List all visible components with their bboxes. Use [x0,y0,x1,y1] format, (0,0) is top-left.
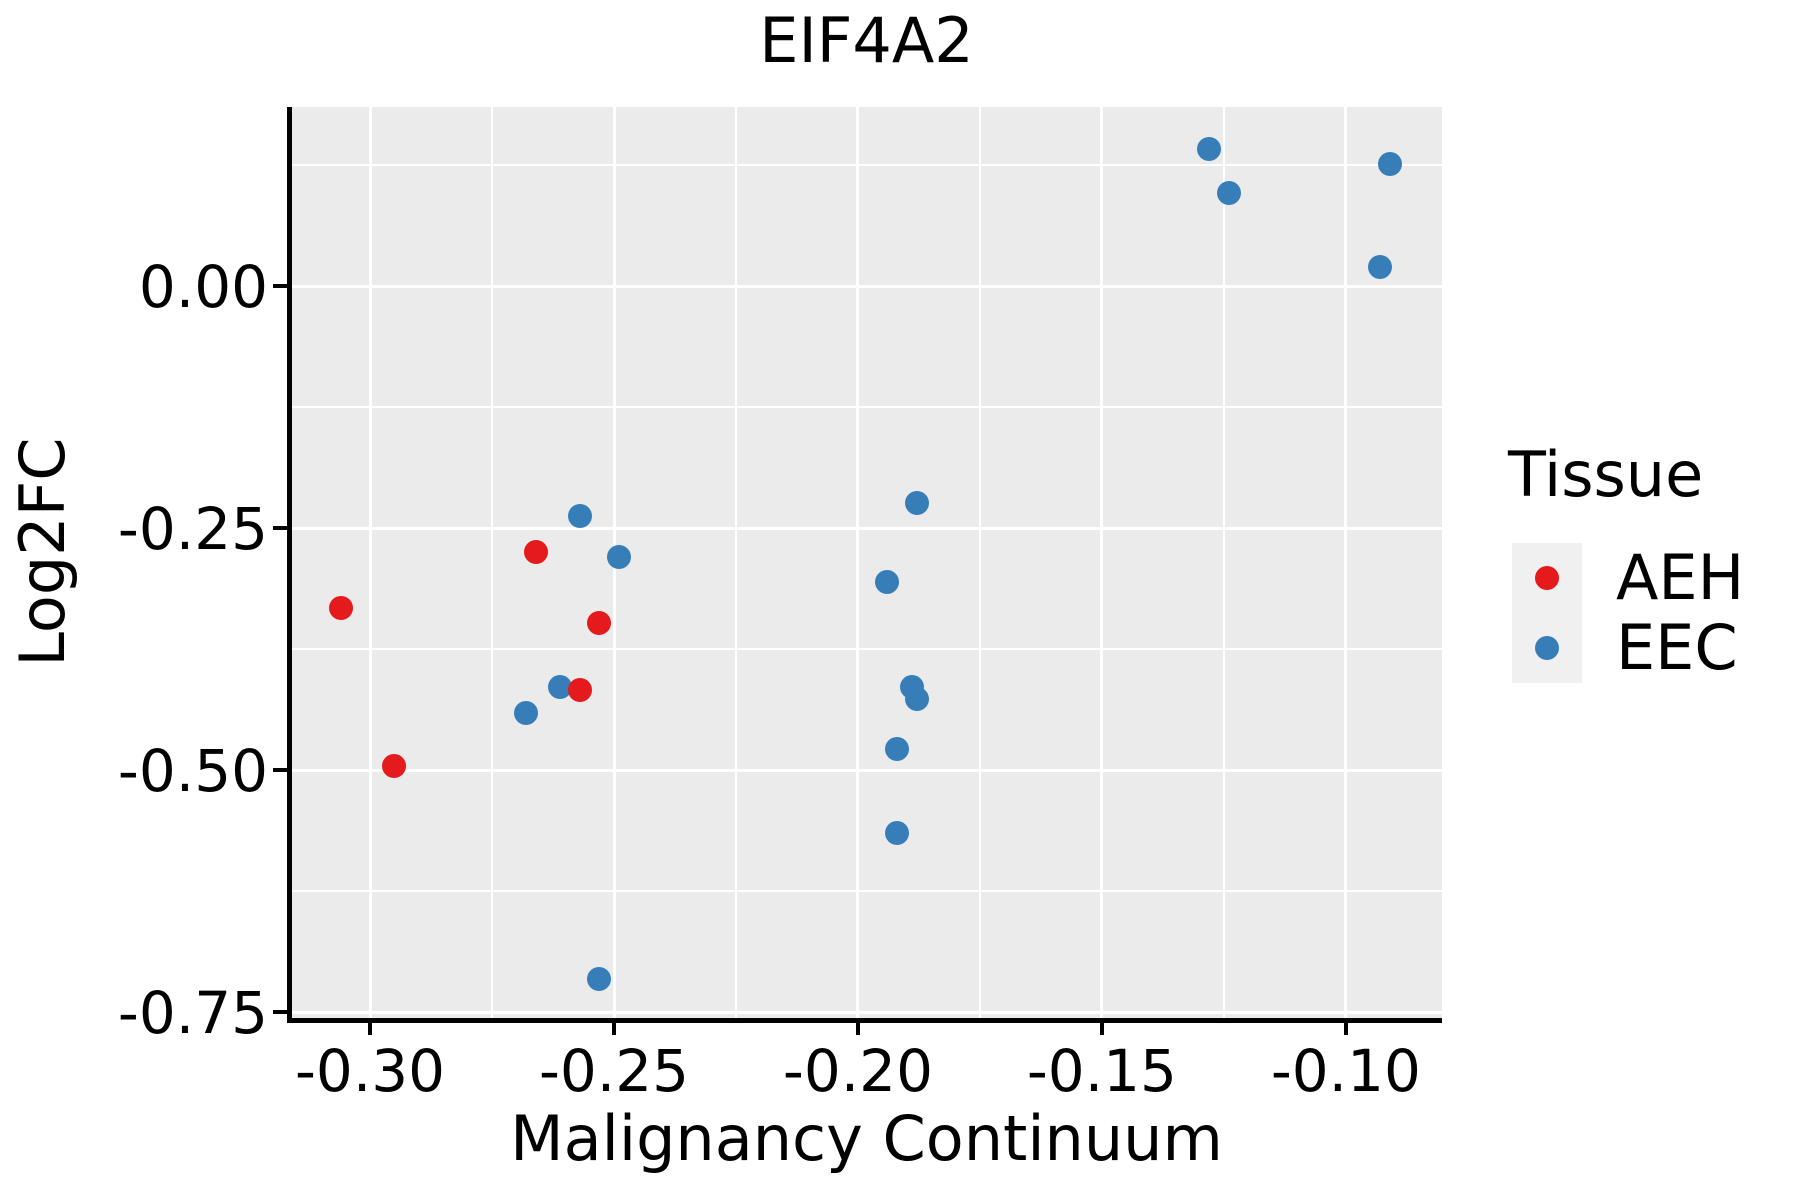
y-tick-label: -0.50 [117,737,268,806]
data-point-eec [904,490,929,515]
data-point-eec [1377,152,1402,177]
legend-dot-eec [1535,636,1559,660]
legend-dot-aeh [1535,566,1559,590]
x-tick-mark [1343,1021,1348,1035]
data-point-aeh [587,611,612,636]
x-major-gridline [1100,107,1104,1020]
y-tick-label: 0.00 [138,253,268,322]
data-point-aeh [328,595,353,620]
x-tick-mark [1099,1021,1104,1035]
x-tick-mark [855,1021,860,1035]
data-point-eec [587,967,612,992]
x-minor-gridline [978,107,981,1020]
legend-title: Tissue [1508,438,1704,511]
x-major-gridline [368,107,372,1020]
data-point-aeh [523,540,548,565]
x-major-gridline [856,107,860,1020]
x-tick-label: -0.30 [294,1037,446,1105]
y-minor-gridline [291,406,1442,409]
data-point-eec [875,570,900,595]
data-point-eec [884,736,909,761]
y-tick-mark [273,1010,287,1015]
legend-key-eec [1512,613,1582,683]
x-tick-label: -0.25 [538,1037,690,1105]
legend-key-aeh [1512,543,1582,613]
data-point-eec [1197,136,1222,161]
y-tick-mark [273,284,287,289]
x-tick-label: -0.10 [1270,1037,1421,1105]
x-tick-label: -0.15 [1026,1037,1177,1105]
y-minor-gridline [291,164,1442,167]
y-tick-mark [273,526,287,531]
x-tick-mark [612,1021,616,1035]
x-minor-gridline [1222,107,1225,1020]
legend-label-eec: EEC [1616,611,1738,684]
data-point-eec [1216,181,1241,206]
plot-panel [291,107,1442,1020]
y-tick-mark [273,768,287,773]
x-tick-label: -0.20 [782,1037,933,1105]
legend-label-aeh: AEH [1616,541,1745,614]
y-tick-label: -0.25 [117,495,268,564]
y-tick-label: -0.75 [117,979,268,1048]
x-minor-gridline [734,107,737,1020]
data-point-eec [514,701,539,726]
data-point-eec [567,503,592,528]
x-axis-line [287,1018,1442,1023]
data-point-aeh [567,677,592,702]
y-minor-gridline [291,648,1442,651]
plot-title: EIF4A2 [759,4,974,77]
data-point-aeh [382,754,407,779]
y-major-gridline [291,768,1442,772]
y-axis-line [287,107,292,1023]
y-major-gridline [291,1010,1442,1014]
x-axis-title: Malignancy Continuum [510,1102,1223,1175]
data-point-eec [884,821,909,846]
data-point-eec [606,545,631,570]
data-point-eec [904,686,929,711]
x-minor-gridline [491,107,494,1020]
x-tick-mark [368,1021,373,1035]
y-major-gridline [291,526,1442,530]
data-point-eec [1368,254,1393,279]
x-major-gridline [1344,107,1348,1020]
y-minor-gridline [291,890,1442,893]
y-major-gridline [291,284,1442,288]
